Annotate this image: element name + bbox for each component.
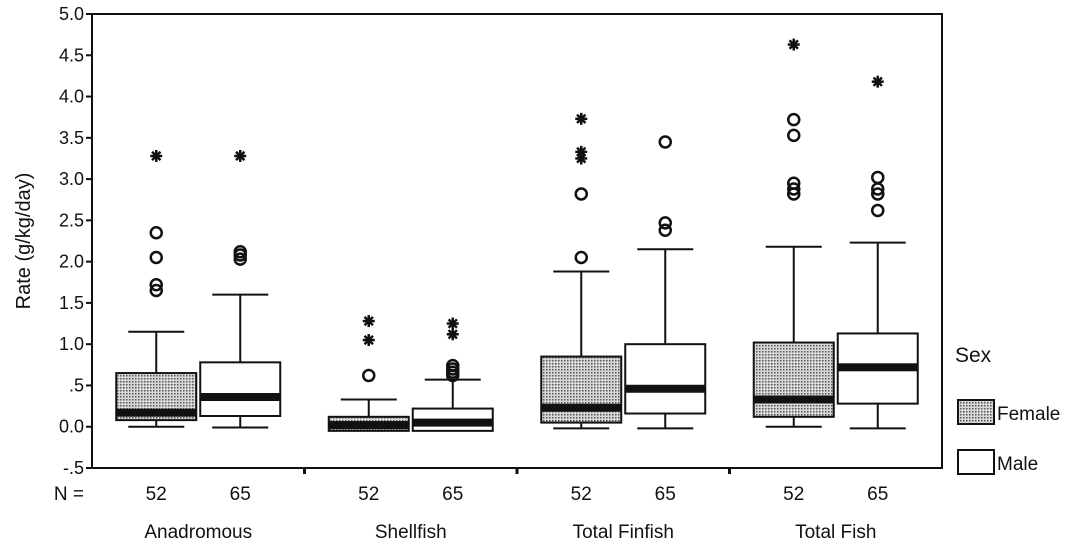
n-count-label: 65 bbox=[230, 484, 251, 505]
median-bar bbox=[837, 363, 918, 372]
y-tick-label: 0.0 bbox=[59, 417, 84, 437]
y-tick-label: .5 bbox=[69, 375, 84, 395]
extreme-star-marker bbox=[150, 149, 163, 162]
outlier-circle-marker bbox=[871, 170, 885, 185]
outlier-circle-marker bbox=[233, 252, 247, 266]
median-bar bbox=[116, 408, 197, 417]
outlier-circle-marker bbox=[658, 216, 672, 230]
n-count-label: 65 bbox=[442, 484, 463, 505]
outlier-circle-marker bbox=[574, 250, 588, 265]
median-bar bbox=[412, 418, 493, 427]
extreme-star-marker bbox=[362, 334, 375, 347]
extreme-star-marker bbox=[362, 315, 375, 328]
y-tick-label: 3.5 bbox=[59, 128, 84, 148]
median-bar bbox=[541, 403, 622, 412]
category-label: Anadromous bbox=[144, 522, 252, 543]
extreme-star-marker bbox=[871, 75, 884, 88]
box-male bbox=[199, 361, 282, 417]
outlier-circle-marker bbox=[787, 128, 801, 143]
outlier-circle-marker bbox=[446, 358, 460, 373]
legend-label: Male bbox=[997, 454, 1038, 475]
extreme-star-marker bbox=[446, 317, 459, 330]
y-tick-label: 4.0 bbox=[59, 87, 84, 107]
y-tick-label: 1.0 bbox=[59, 334, 84, 354]
median-bar bbox=[200, 393, 281, 402]
outlier-circle-marker bbox=[871, 187, 885, 201]
y-tick-label: 4.5 bbox=[59, 45, 84, 65]
legend-swatch bbox=[957, 449, 995, 475]
box-female bbox=[540, 355, 623, 424]
legend-title: Sex bbox=[955, 344, 992, 367]
outlier-circle-marker bbox=[362, 368, 376, 383]
y-tick-label: 2.5 bbox=[59, 210, 84, 230]
n-count-label: 65 bbox=[867, 484, 888, 505]
y-tick-label: 2.0 bbox=[59, 252, 84, 272]
extreme-star-marker bbox=[234, 149, 247, 162]
n-count-label: 52 bbox=[571, 484, 592, 505]
n-count-label: 65 bbox=[655, 484, 676, 505]
box-male bbox=[624, 343, 707, 415]
outlier-circle-marker bbox=[149, 225, 163, 240]
n-label: N = bbox=[54, 484, 84, 505]
extreme-star-marker bbox=[575, 145, 588, 158]
median-bar bbox=[328, 421, 409, 430]
y-tick-label: 1.5 bbox=[59, 293, 84, 313]
extreme-star-marker bbox=[446, 328, 459, 341]
outlier-circle-marker bbox=[871, 203, 885, 218]
outlier-circle-marker bbox=[149, 250, 163, 265]
n-count-label: 52 bbox=[146, 484, 167, 505]
y-tick-label: 5.0 bbox=[59, 4, 84, 24]
median-bar bbox=[625, 384, 706, 393]
y-tick-label: 3.0 bbox=[59, 169, 84, 189]
outlier-circle-marker bbox=[787, 182, 801, 196]
legend-label: Female bbox=[997, 404, 1060, 425]
outlier-circle-marker bbox=[787, 176, 801, 190]
category-label: Shellfish bbox=[375, 522, 447, 543]
outlier-circle-marker bbox=[574, 187, 588, 201]
outlier-circle-marker bbox=[149, 283, 163, 298]
extreme-star-marker bbox=[575, 112, 588, 125]
category-label: Total Fish bbox=[795, 522, 876, 543]
y-axis-title: Rate (g/kg/day) bbox=[13, 173, 35, 310]
n-count-label: 52 bbox=[358, 484, 379, 505]
outlier-circle-marker bbox=[658, 135, 672, 149]
extreme-star-marker bbox=[787, 38, 800, 51]
outlier-circle-marker bbox=[149, 277, 163, 292]
y-tick-label: -.5 bbox=[63, 458, 84, 478]
outlier-circle-marker bbox=[787, 112, 801, 127]
box-female bbox=[752, 341, 835, 418]
outlier-circle-marker bbox=[658, 223, 672, 238]
n-count-label: 52 bbox=[783, 484, 804, 505]
category-label: Total Finfish bbox=[573, 522, 674, 543]
outlier-circle-marker bbox=[233, 244, 247, 259]
median-bar bbox=[753, 395, 834, 404]
legend-swatch bbox=[957, 399, 995, 425]
